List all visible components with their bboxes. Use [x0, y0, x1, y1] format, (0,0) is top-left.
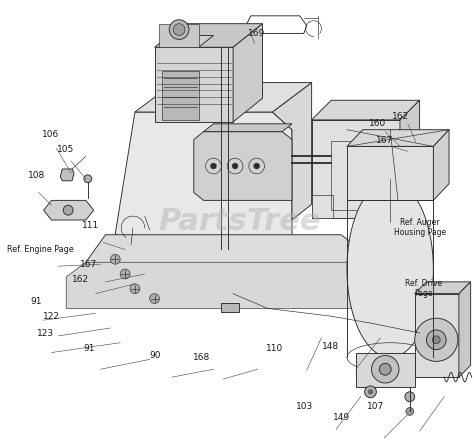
Text: 91: 91	[83, 344, 94, 354]
Polygon shape	[273, 83, 311, 220]
Ellipse shape	[347, 181, 433, 358]
Text: 107: 107	[367, 402, 384, 411]
Polygon shape	[155, 24, 263, 47]
Circle shape	[398, 144, 410, 155]
Circle shape	[405, 392, 415, 402]
Text: Ref. Engine Page: Ref. Engine Page	[8, 245, 74, 254]
Polygon shape	[311, 120, 400, 218]
Circle shape	[254, 163, 260, 169]
Polygon shape	[311, 100, 419, 120]
Text: 123: 123	[37, 329, 54, 338]
Circle shape	[84, 175, 92, 183]
Circle shape	[150, 293, 159, 304]
Polygon shape	[194, 132, 292, 200]
Circle shape	[130, 284, 140, 293]
Circle shape	[379, 363, 391, 375]
Text: 148: 148	[322, 343, 339, 351]
Polygon shape	[347, 130, 449, 146]
Circle shape	[365, 386, 376, 398]
Circle shape	[372, 355, 399, 383]
Circle shape	[401, 146, 407, 152]
Circle shape	[432, 336, 440, 344]
Bar	[221, 304, 239, 312]
Polygon shape	[159, 24, 199, 47]
Text: 160: 160	[369, 119, 386, 128]
Polygon shape	[135, 83, 311, 112]
Text: 105: 105	[57, 145, 74, 154]
Circle shape	[415, 318, 458, 362]
Text: 167: 167	[80, 260, 97, 269]
Circle shape	[63, 205, 73, 215]
Polygon shape	[459, 282, 471, 377]
Text: 106: 106	[42, 130, 59, 139]
Circle shape	[210, 163, 217, 169]
Polygon shape	[356, 353, 415, 387]
Circle shape	[169, 20, 189, 39]
Circle shape	[427, 330, 446, 350]
Polygon shape	[433, 130, 449, 200]
Polygon shape	[347, 146, 433, 200]
Text: 167: 167	[375, 136, 393, 145]
Polygon shape	[233, 24, 263, 122]
Circle shape	[173, 24, 185, 35]
Text: 162: 162	[72, 275, 90, 284]
Text: 91: 91	[31, 297, 42, 306]
Circle shape	[369, 390, 373, 394]
Polygon shape	[155, 47, 233, 122]
Polygon shape	[415, 293, 459, 377]
Text: PartsTree: PartsTree	[159, 206, 321, 236]
Polygon shape	[44, 200, 94, 220]
Text: Ref. Auger
Housing Page: Ref. Auger Housing Page	[393, 218, 446, 237]
Circle shape	[120, 269, 130, 279]
Text: 169: 169	[247, 29, 265, 38]
Circle shape	[407, 137, 420, 150]
Text: 149: 149	[333, 413, 350, 422]
Text: 90: 90	[149, 351, 161, 360]
Polygon shape	[66, 262, 380, 309]
Circle shape	[411, 141, 417, 146]
Text: 103: 103	[296, 402, 313, 411]
Polygon shape	[86, 235, 361, 277]
Text: 168: 168	[193, 353, 210, 362]
Polygon shape	[60, 169, 74, 181]
Polygon shape	[159, 35, 213, 47]
Circle shape	[232, 163, 238, 169]
Text: 110: 110	[266, 344, 283, 354]
Polygon shape	[415, 282, 471, 293]
Circle shape	[110, 255, 120, 264]
Polygon shape	[163, 71, 199, 120]
Circle shape	[406, 408, 414, 415]
Text: 162: 162	[392, 112, 409, 122]
Text: 111: 111	[82, 221, 99, 230]
Polygon shape	[400, 100, 419, 218]
Text: 122: 122	[43, 312, 60, 321]
Polygon shape	[204, 124, 292, 132]
Polygon shape	[311, 195, 333, 218]
Polygon shape	[115, 112, 292, 251]
Text: Ref. Drive
Page: Ref. Drive Page	[405, 278, 442, 298]
Text: 108: 108	[28, 171, 45, 180]
